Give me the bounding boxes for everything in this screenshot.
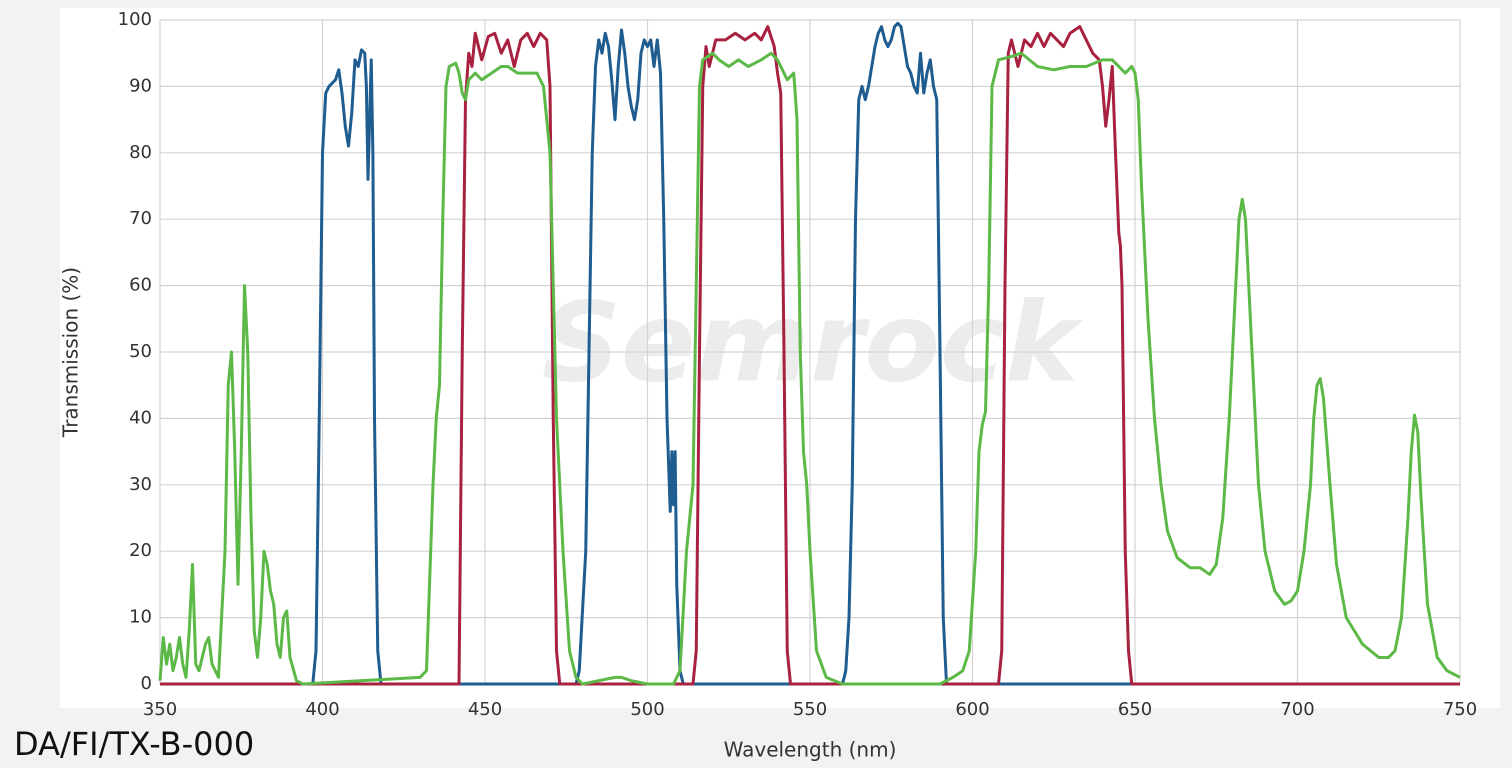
x-tick-label: 400 bbox=[305, 699, 339, 720]
y-tick-label: 60 bbox=[129, 275, 152, 296]
watermark: Semrock bbox=[542, 278, 1084, 406]
y-tick-label: 30 bbox=[129, 474, 152, 495]
x-tick-label: 350 bbox=[143, 699, 177, 720]
y-tick-label: 50 bbox=[129, 341, 152, 362]
annotation: DA/FI/TX-B-000 bbox=[14, 725, 254, 763]
y-tick-label: 20 bbox=[129, 540, 152, 561]
x-axis-title: Wavelength (nm) bbox=[724, 738, 897, 762]
y-tick-label: 100 bbox=[118, 9, 152, 30]
x-tick-label: 550 bbox=[793, 699, 827, 720]
x-tick-label: 750 bbox=[1443, 699, 1477, 720]
y-tick-label: 70 bbox=[129, 208, 152, 229]
y-axis-title: Transmission (%) bbox=[59, 267, 83, 438]
x-tick-label: 700 bbox=[1280, 699, 1314, 720]
y-tick-label: 40 bbox=[129, 407, 152, 428]
series-line bbox=[158, 51, 1461, 686]
series-line bbox=[160, 21, 1460, 686]
x-tick-label: 450 bbox=[468, 699, 502, 720]
y-tick-label: 90 bbox=[129, 75, 152, 96]
y-tick-label: 0 bbox=[141, 673, 152, 694]
y-tick-label: 10 bbox=[129, 607, 152, 628]
x-tick-label: 500 bbox=[630, 699, 664, 720]
lines bbox=[158, 21, 1461, 686]
series-line bbox=[160, 25, 1460, 686]
x-tick-label: 650 bbox=[1118, 699, 1152, 720]
x-tick-label: 600 bbox=[955, 699, 989, 720]
y-tick-label: 80 bbox=[129, 142, 152, 163]
